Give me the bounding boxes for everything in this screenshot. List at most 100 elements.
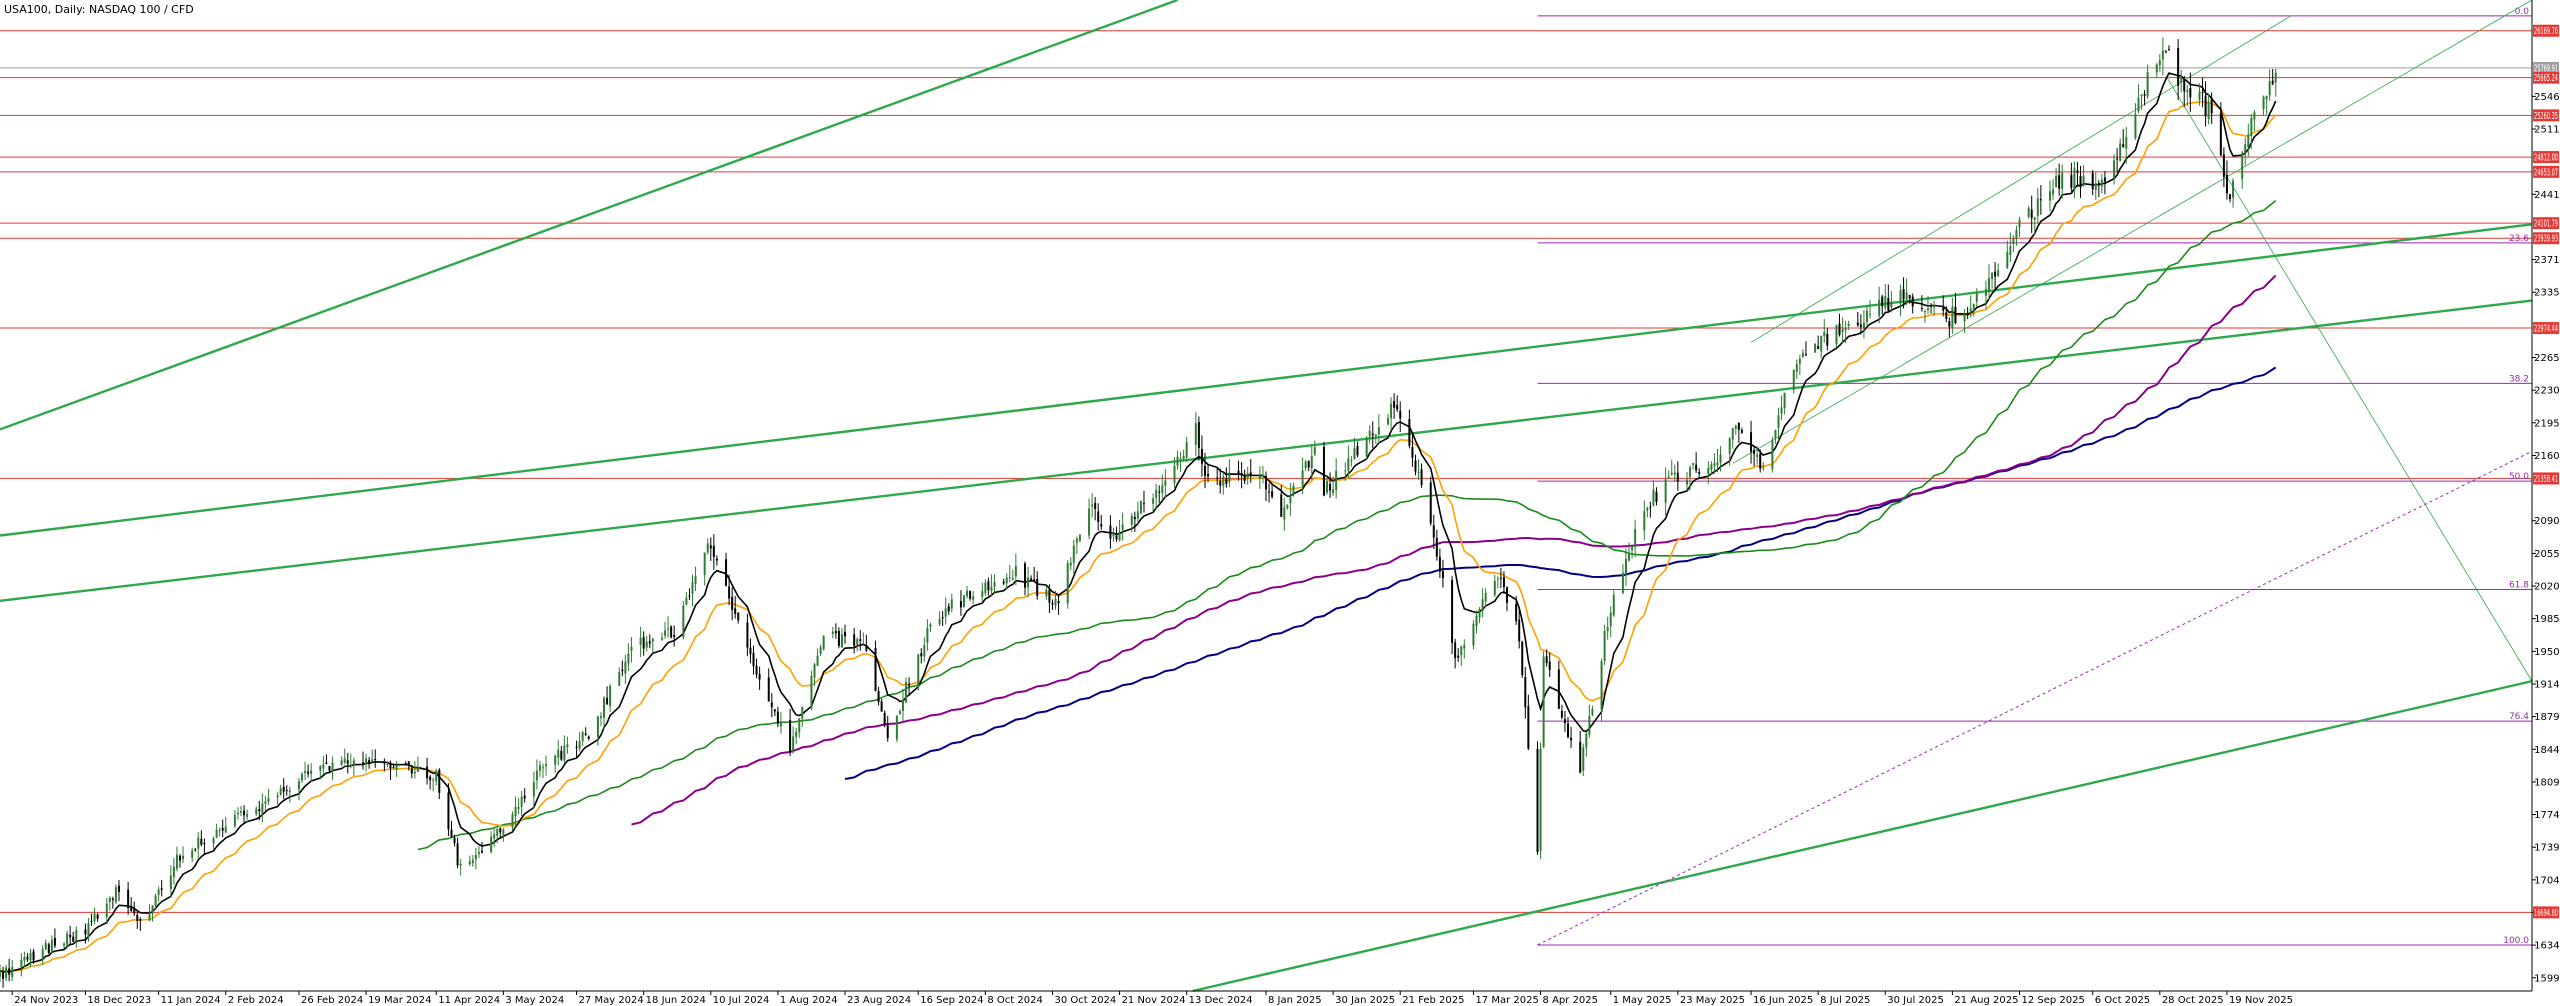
candle — [1655, 487, 1658, 506]
candle — [1121, 512, 1124, 541]
candle-body — [1817, 345, 1820, 349]
candle-body — [2201, 91, 2204, 94]
candle-body — [175, 854, 178, 869]
price-badge-label: 25260.35 — [2534, 111, 2558, 122]
candle — [1643, 500, 1646, 541]
candle — [172, 857, 175, 885]
candle — [1710, 461, 1713, 475]
candle-body — [648, 641, 651, 644]
candle-body — [1457, 655, 1460, 658]
candle — [1182, 449, 1185, 462]
candle-body — [328, 766, 331, 771]
price-badge-bg — [2533, 24, 2559, 37]
candle-body — [410, 768, 413, 774]
candle-body — [798, 718, 801, 733]
candle-body — [2079, 176, 2082, 188]
fib-level-label: 61.8 — [2509, 580, 2529, 590]
candle — [770, 693, 773, 718]
candle — [1856, 311, 1859, 327]
candle — [1994, 262, 1997, 290]
candle — [966, 586, 969, 599]
candle-body — [1216, 477, 1219, 479]
candle-body — [349, 764, 352, 767]
candle — [1963, 309, 1966, 333]
candle-body — [160, 888, 163, 890]
candle — [691, 574, 694, 607]
candle-body — [416, 766, 419, 772]
candle — [1567, 717, 1570, 739]
price-badge-label: 16694.80 — [2534, 908, 2558, 919]
candle-body — [389, 763, 392, 769]
candle-body — [2052, 189, 2055, 195]
candle-body — [288, 790, 291, 792]
candle — [23, 951, 26, 968]
candle — [328, 765, 331, 773]
candle — [1356, 441, 1359, 458]
candle — [1322, 441, 1325, 497]
candle-body — [1408, 419, 1411, 446]
candle-body — [0, 970, 1, 977]
date-tick-label: 8 Oct 2024 — [987, 995, 1042, 1006]
candle-body — [1225, 478, 1228, 485]
candle-body — [218, 830, 221, 832]
candle-body — [792, 736, 795, 752]
candle — [603, 696, 606, 730]
candle-body — [728, 586, 731, 599]
candle-body — [1478, 609, 1481, 618]
candle — [874, 640, 877, 692]
candle-body — [1011, 578, 1014, 580]
candle — [203, 838, 206, 854]
candle-body — [1451, 580, 1454, 643]
candle-body — [773, 709, 776, 712]
candle — [694, 566, 697, 592]
candle-body — [264, 801, 267, 804]
candle-body — [2070, 174, 2073, 188]
candle-body — [1136, 511, 1139, 519]
candle-body — [383, 761, 386, 764]
candle — [1966, 306, 1969, 320]
candle — [1930, 302, 1933, 314]
date-tick-label: 18 Dec 2023 — [87, 995, 151, 1006]
candle-body — [307, 771, 310, 774]
price-badge-bg — [2533, 472, 2559, 485]
candle — [1438, 548, 1441, 579]
candle — [114, 884, 117, 905]
candle — [246, 809, 249, 820]
candle — [789, 708, 792, 757]
price-badge-label: 25665.24 — [2534, 73, 2558, 84]
candle — [2241, 150, 2244, 189]
candle-body — [1731, 428, 1734, 440]
candle-body — [1942, 307, 1945, 311]
candle-body — [496, 828, 499, 836]
candle — [438, 768, 441, 800]
candle-body — [2018, 219, 2021, 228]
candle-body — [920, 653, 923, 657]
candle-body — [84, 929, 87, 935]
candle — [1271, 483, 1274, 499]
candle — [1505, 586, 1508, 612]
candle-body — [779, 721, 782, 727]
candle-body — [236, 812, 239, 815]
fib-level-label: 0.0 — [2515, 7, 2530, 17]
candle — [990, 574, 993, 597]
candle-body — [1930, 305, 1933, 307]
candle-body — [1570, 737, 1573, 741]
candle — [859, 630, 862, 651]
candle-body — [1121, 524, 1124, 530]
candle-body — [584, 733, 587, 735]
candle — [1249, 459, 1252, 483]
candle-body — [2268, 81, 2271, 96]
candle-body — [1997, 270, 2000, 277]
candle-body — [1258, 475, 1261, 479]
candle — [477, 846, 480, 859]
candle-body — [1792, 370, 1795, 390]
candle-body — [2177, 48, 2180, 86]
candle — [1420, 463, 1423, 488]
price-badge-bg — [2533, 71, 2559, 84]
candle-body — [1865, 310, 1868, 322]
candle — [1313, 440, 1316, 457]
candle-body — [2055, 175, 2058, 187]
candle — [1975, 288, 1978, 307]
candle-body — [1332, 489, 1335, 494]
